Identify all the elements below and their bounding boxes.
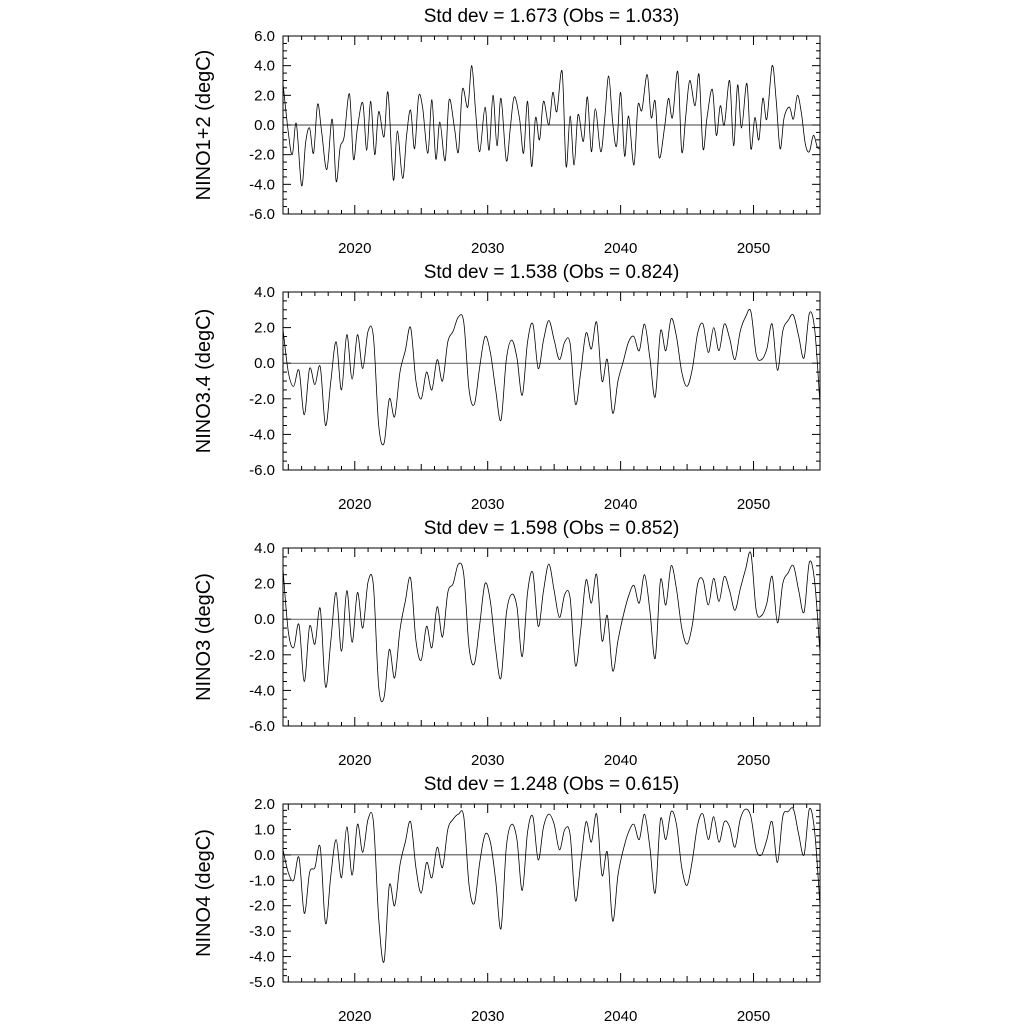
y-tick-label: -4.0	[249, 426, 275, 443]
chart-title: Std dev = 1.248 (Obs = 0.615)	[424, 774, 680, 795]
y-tick-label: -6.0	[249, 718, 275, 735]
x-tick-label: 2020	[338, 752, 371, 769]
y-tick-label: -4.0	[249, 176, 275, 193]
y-tick-label: 0.0	[254, 611, 275, 628]
y-tick-label: -4.0	[249, 949, 275, 966]
y-tick-label: 0.0	[254, 847, 275, 864]
series-line-1	[283, 308, 820, 446]
y-tick-label: -2.0	[249, 898, 275, 915]
y-tick-label: 1.0	[254, 821, 275, 838]
y-tick-label: 0.0	[254, 355, 275, 372]
plot-frame	[282, 35, 821, 215]
x-tick-label: 2040	[604, 496, 637, 513]
y-tick-label: -6.0	[249, 206, 275, 223]
x-tick-label: 2030	[471, 1008, 504, 1024]
y-axis-label: NINO4 (degC)	[193, 829, 215, 957]
series-line-1	[283, 551, 820, 703]
x-tick-label: 2040	[604, 752, 637, 769]
y-tick-label: -1.0	[249, 872, 275, 889]
x-tick-label: 2050	[737, 1008, 770, 1024]
y-axis-label: NINO3.4 (degC)	[193, 309, 215, 454]
y-tick-label: -2.0	[249, 647, 275, 664]
x-tick-label: 2050	[737, 496, 770, 513]
x-tick-label: 2020	[338, 1008, 371, 1024]
x-tick-label: 2020	[338, 496, 371, 513]
x-tick-label: 2020	[338, 240, 371, 257]
y-tick-label: -4.0	[249, 682, 275, 699]
y-tick-label: -3.0	[249, 923, 275, 940]
y-tick-label: 6.0	[254, 28, 275, 45]
chart-title: Std dev = 1.673 (Obs = 1.033)	[424, 6, 680, 27]
x-tick-label: 2050	[737, 240, 770, 257]
y-tick-label: 4.0	[254, 58, 275, 75]
y-tick-label: 2.0	[254, 796, 275, 813]
panel-1: Std dev = 1.673 (Obs = 1.033) NINO1+2 (de…	[193, 6, 821, 257]
plot-frame	[282, 803, 821, 983]
y-axis-label: NINO1+2 (degC)	[193, 50, 215, 201]
x-tick-label: 2030	[471, 240, 504, 257]
x-tick-label: 2050	[737, 752, 770, 769]
panel-3: Std dev = 1.598 (Obs = 0.852) NINO3 (degC…	[193, 518, 821, 769]
y-axis-label: NINO3 (degC)	[193, 573, 215, 701]
y-tick-label: 4.0	[254, 284, 275, 301]
y-tick-label: -2.0	[249, 391, 275, 408]
x-tick-label: 2030	[471, 496, 504, 513]
plot-frame	[282, 547, 821, 727]
x-tick-label: 2040	[604, 240, 637, 257]
panel-4: Std dev = 1.248 (Obs = 0.615) NINO4 (degC…	[193, 774, 821, 1024]
y-tick-label: 2.0	[254, 576, 275, 593]
y-tick-label: 2.0	[254, 87, 275, 104]
y-tick-label: 4.0	[254, 540, 275, 557]
series-line-1	[283, 807, 820, 963]
y-tick-label: 0.0	[254, 117, 275, 134]
y-tick-label: -2.0	[249, 147, 275, 164]
chart-title: Std dev = 1.598 (Obs = 0.852)	[424, 518, 680, 539]
chart-title: Std dev = 1.538 (Obs = 0.824)	[424, 262, 680, 283]
x-tick-label: 2030	[471, 752, 504, 769]
y-tick-label: -6.0	[249, 462, 275, 479]
panel-2: Std dev = 1.538 (Obs = 0.824) NINO3.4 (de…	[193, 262, 821, 513]
x-tick-label: 2040	[604, 1008, 637, 1024]
y-tick-label: 2.0	[254, 320, 275, 337]
y-tick-label: -5.0	[249, 974, 275, 991]
plot-frame	[282, 291, 821, 471]
series-line-1	[283, 65, 820, 187]
